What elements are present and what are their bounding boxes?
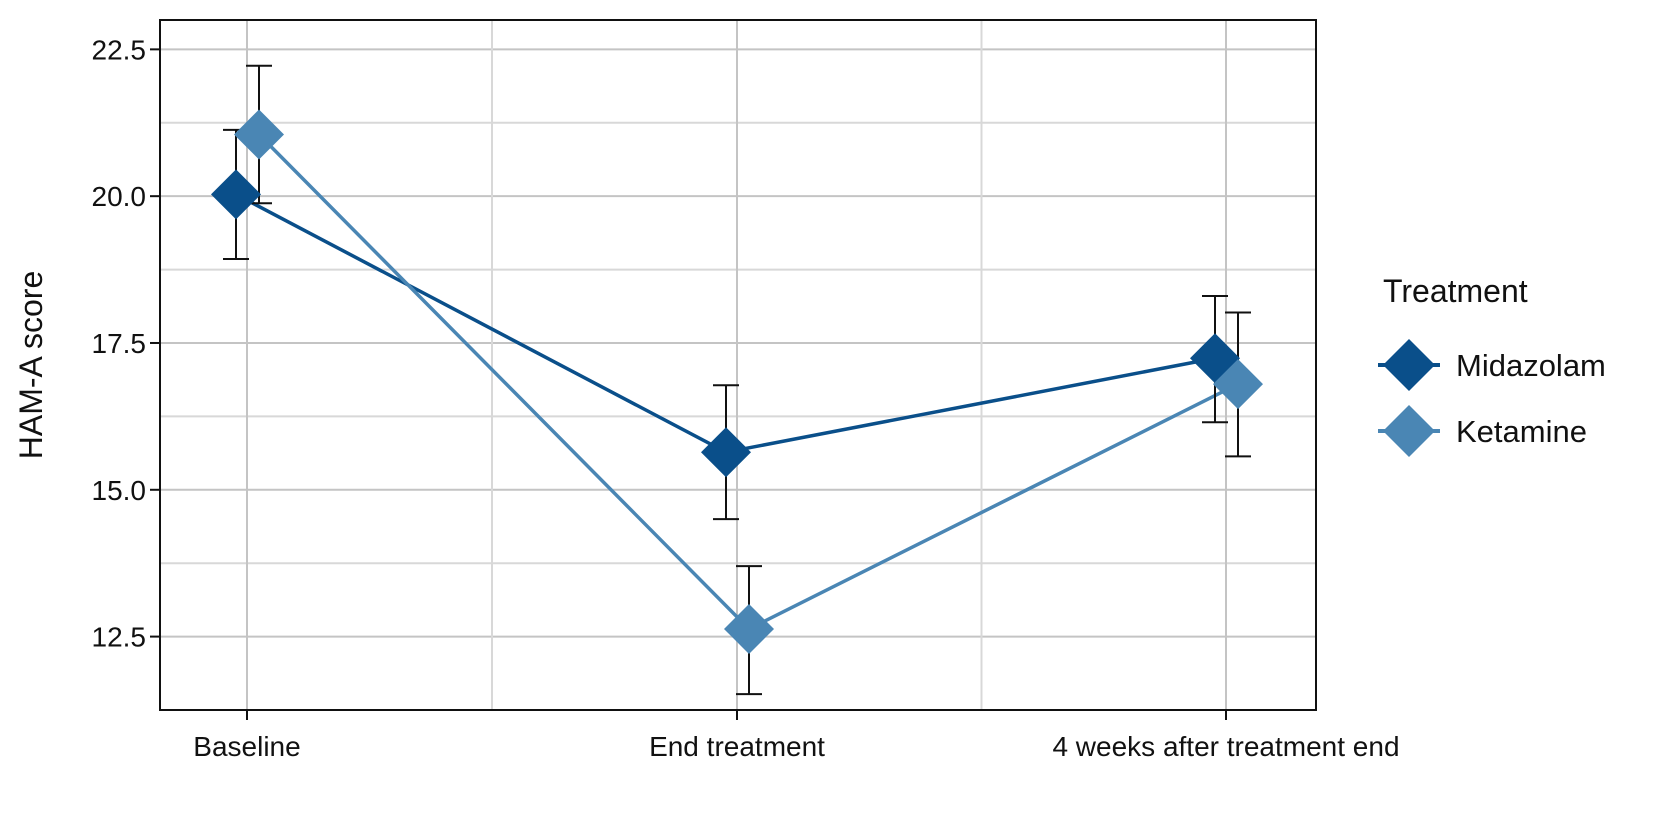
y-axis: 12.5 15.0 17.5 20.0 22.5 [92,34,160,653]
x-tick-label: Baseline [193,731,300,762]
data-point-marker [701,427,751,478]
legend-marker-icon [1383,339,1435,391]
data-point-marker [211,169,261,220]
legend-item: Ketamine [1378,405,1587,457]
y-axis-title: HAM-A score [13,271,49,459]
x-axis: Baseline End treatment 4 weeks after treat… [193,710,1400,762]
y-tick-label: 15.0 [92,475,147,506]
legend-marker-icon [1383,405,1435,457]
legend-label: Midazolam [1456,348,1606,383]
legend-items: Midazolam Ketamine [1378,339,1606,457]
data-point-marker [1213,359,1263,410]
legend-label: Ketamine [1456,414,1587,449]
y-tick-label: 12.5 [92,622,147,653]
legend-title: Treatment [1383,273,1528,309]
data-point-marker [234,109,284,160]
legend-item: Midazolam [1378,339,1606,391]
legend: Treatment Midazolam Ketamine [1378,273,1606,457]
x-tick-label: 4 weeks after treatment end [1052,731,1399,762]
y-tick-label: 20.0 [92,181,147,212]
grid [160,20,1316,711]
y-tick-label: 22.5 [92,34,147,65]
x-tick-label: End treatment [649,731,825,762]
y-tick-label: 17.5 [92,328,147,359]
series-layer [211,64,1263,696]
data-point-marker [724,603,774,654]
